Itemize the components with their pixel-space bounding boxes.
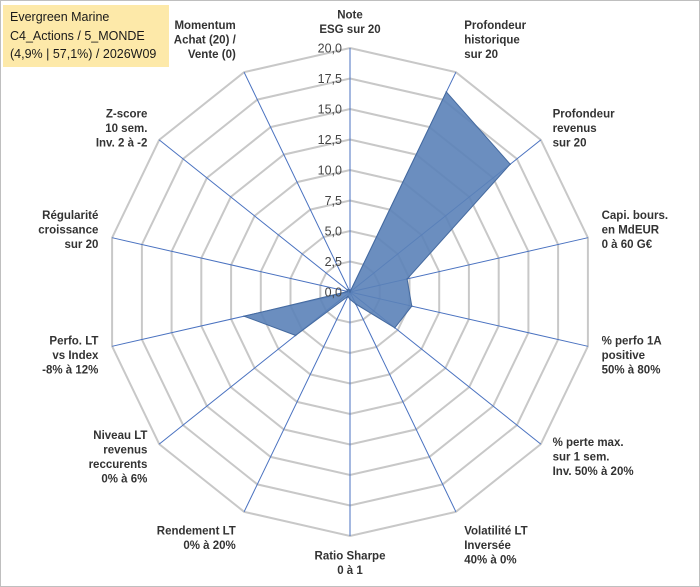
axis-label-line: positive bbox=[602, 350, 645, 362]
axis-label-line: 0 à 60 G€ bbox=[602, 239, 653, 251]
axis-label-line: sur 20 bbox=[65, 239, 99, 251]
axis-label-line: % perfo 1A bbox=[602, 335, 662, 347]
tick-label: 15,0 bbox=[318, 103, 342, 117]
axis-label-line: Inversée bbox=[464, 540, 511, 552]
axis-label-line: Inv. 50% à 20% bbox=[553, 466, 634, 478]
axis-label-line: 0% à 20% bbox=[183, 540, 235, 552]
axis-spoke bbox=[243, 71, 351, 293]
axis-label-line: Capi. bours. bbox=[602, 210, 668, 222]
axis-label-line: Momentum bbox=[174, 20, 235, 32]
data-point bbox=[445, 91, 448, 93]
axis-spoke bbox=[158, 139, 351, 293]
axis-label: Profondeur historique sur 20 bbox=[464, 20, 526, 61]
axis-label: Ratio Sharpe 0 à 1 bbox=[315, 551, 386, 578]
axis-label-line: Profondeur bbox=[553, 108, 615, 120]
axis-label-line: Régularité bbox=[42, 210, 98, 222]
axis-label-line: 50% à 80% bbox=[602, 364, 661, 376]
axis-label: Niveau LT revenus reccurents 0% à 6% bbox=[89, 430, 148, 486]
chart-subtitle-stats: (4,9% | 57,1%) / 2026W09 bbox=[10, 47, 157, 61]
axis-label: Perfo. LT vs Index -8% à 12% bbox=[42, 335, 99, 376]
chart-subtitle-category: C4_Actions / 5_MONDE bbox=[10, 28, 145, 43]
tick-label: 17,5 bbox=[318, 72, 342, 86]
axis-label-line: sur 1 sem. bbox=[553, 452, 610, 464]
axis-spoke bbox=[349, 291, 457, 513]
tick-label: 0,0 bbox=[325, 286, 342, 300]
axis-label-line: ESG sur 20 bbox=[319, 24, 380, 36]
tick-label: 20,0 bbox=[318, 42, 342, 56]
axis-label: Note ESG sur 20 bbox=[319, 10, 380, 37]
axis-label: % perfo 1A positive 50% à 80% bbox=[602, 335, 662, 376]
axis-spoke bbox=[111, 237, 351, 293]
axis-label: Volatilité LT Inversée 40% à 0% bbox=[464, 525, 527, 566]
axis-label-line: historique bbox=[464, 35, 520, 47]
axis-label: Capi. bours. en MdEUR 0 à 60 G€ bbox=[602, 210, 668, 251]
axis-label: Profondeur revenus sur 20 bbox=[553, 108, 615, 149]
data-point bbox=[411, 305, 413, 307]
data-point bbox=[406, 278, 408, 280]
axis-label-line: en MdEUR bbox=[602, 225, 660, 237]
axis-label: Momentum Achat (20) / Vente (0) bbox=[174, 20, 237, 61]
axis-label-line: revenus bbox=[103, 444, 147, 456]
axis-label-line: croissance bbox=[38, 225, 98, 237]
data-point bbox=[346, 288, 348, 291]
data-point bbox=[346, 290, 349, 293]
title-box: Evergreen Marine C4_Actions / 5_MONDE (4… bbox=[3, 5, 169, 67]
data-point bbox=[394, 327, 396, 329]
axis-label-line: sur 20 bbox=[464, 49, 498, 61]
axis-label-line: Perfo. LT bbox=[49, 335, 98, 347]
axis-label-line: Ratio Sharpe bbox=[315, 551, 386, 563]
axis-label: Rendement LT 0% à 20% bbox=[157, 525, 236, 552]
data-point bbox=[347, 295, 349, 298]
tick-layer: 0,0 2,5 5,0 7,5 10,0 12,5 15,0 17,5 20,0 bbox=[318, 42, 342, 300]
axis-label-line: Rendement LT bbox=[157, 525, 236, 537]
label-layer: Note ESG sur 20 Profondeur historique sur 20… bbox=[38, 10, 668, 578]
tick-label: 2,5 bbox=[325, 255, 342, 269]
axis-label-line: Volatilité LT bbox=[464, 525, 527, 537]
tick-label: 7,5 bbox=[325, 194, 342, 208]
axis-label-line: Z-score bbox=[106, 108, 148, 120]
tick-label: 12,5 bbox=[318, 133, 342, 147]
axis-label-line: Note bbox=[337, 10, 363, 22]
series-area bbox=[242, 91, 511, 336]
axis-label-line: -8% à 12% bbox=[42, 364, 98, 376]
axis-label: Régularité croissance sur 20 bbox=[38, 210, 98, 251]
chart-title: Evergreen Marine bbox=[10, 10, 110, 24]
axis-label-line: vs Index bbox=[52, 350, 99, 362]
axis-label: % perte max. sur 1 sem. Inv. 50% à 20% bbox=[553, 437, 634, 478]
axis-label: Z-score 10 sem. Inv. 2 à -2 bbox=[96, 108, 148, 149]
axis-label-line: 40% à 0% bbox=[464, 554, 516, 566]
data-point bbox=[294, 334, 297, 337]
data-point bbox=[349, 298, 351, 301]
axis-label-line: reccurents bbox=[89, 459, 148, 471]
tick-label: 5,0 bbox=[325, 225, 342, 239]
axis-spoke bbox=[243, 291, 351, 513]
axis-label-line: 0% à 6% bbox=[101, 473, 147, 485]
axis-label-line: Inv. 2 à -2 bbox=[96, 137, 148, 149]
tick-label: 10,0 bbox=[318, 164, 342, 178]
axis-label-line: Vente (0) bbox=[188, 49, 236, 61]
data-point bbox=[348, 289, 350, 291]
axis-label-line: 0 à 1 bbox=[337, 565, 363, 577]
data-point bbox=[509, 163, 512, 165]
axis-label-line: % perte max. bbox=[553, 437, 624, 449]
axis-label-line: Profondeur bbox=[464, 20, 526, 32]
axis-label-line: 10 sem. bbox=[105, 123, 147, 135]
data-point bbox=[355, 303, 357, 305]
axis-label-line: Niveau LT bbox=[93, 430, 147, 442]
data-point bbox=[243, 315, 245, 318]
axis-label-line: Achat (20) / bbox=[174, 35, 237, 47]
axis-label-line: sur 20 bbox=[553, 137, 587, 149]
series-layer bbox=[242, 91, 512, 337]
data-point bbox=[349, 291, 351, 293]
axis-label-line: revenus bbox=[553, 123, 597, 135]
